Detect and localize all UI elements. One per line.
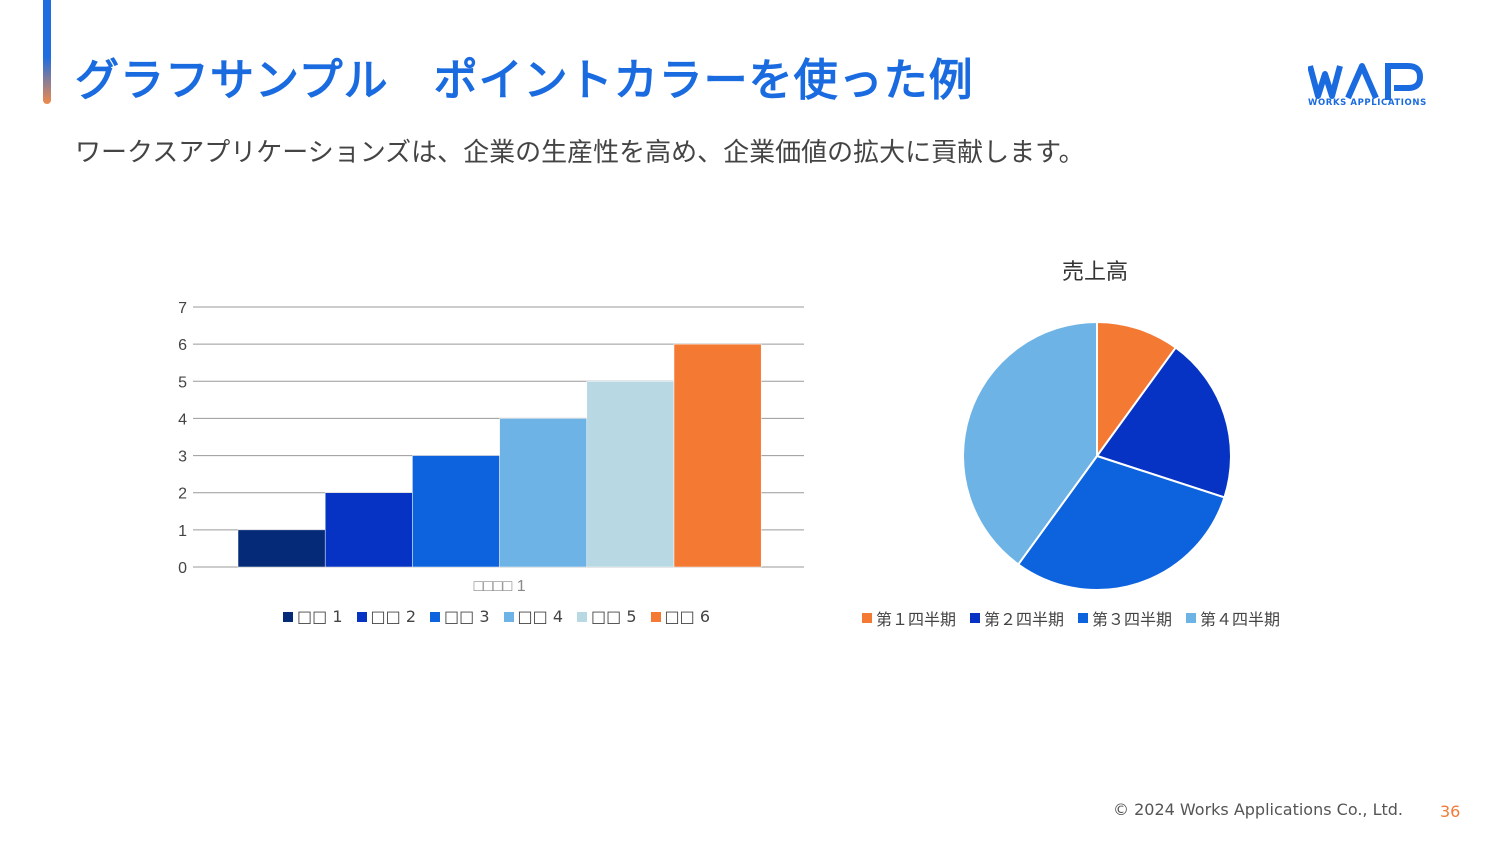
legend-label: □□ 5	[591, 607, 637, 626]
legend-label: □□ 2	[370, 607, 417, 626]
legend-swatch	[1186, 613, 1197, 623]
legend-swatch	[650, 611, 661, 622]
y-tick-label: 3	[178, 449, 187, 466]
legend-swatch	[970, 613, 981, 623]
legend-swatch	[430, 611, 440, 622]
y-tick-label: 0	[178, 560, 187, 577]
legend-item-series-6: □□ 6	[650, 607, 711, 626]
legend-item-series-4: □□ 4	[503, 607, 564, 626]
legend-item-quarter-2: 第２四半期	[970, 606, 1064, 630]
bar-6	[673, 343, 762, 568]
legend-label: □□ 1	[297, 607, 343, 626]
pie-chart-legend: 第１四半期 第２四半期 第３四半期 第４四半期	[862, 606, 1294, 630]
legend-swatch	[283, 611, 293, 622]
page-number: 36	[1440, 802, 1461, 821]
legend-label: □□ 4	[517, 607, 564, 626]
slide-subtitle: ワークスアプリケーションズは、企業の生産性を高め、企業価値の拡大に貢献します。	[75, 138, 1085, 168]
legend-item-series-2: □□ 2	[356, 607, 417, 626]
legend-label: 第４四半期	[1200, 610, 1281, 629]
bar-4	[499, 418, 588, 568]
bar-3	[412, 455, 500, 568]
legend-item-series-3: □□ 3	[430, 607, 490, 626]
y-tick-label: 2	[178, 486, 187, 503]
wap-logo-icon	[1308, 63, 1424, 100]
y-tick-label: 4	[178, 411, 187, 428]
y-tick-label: 6	[178, 337, 187, 354]
bar-5	[586, 381, 675, 568]
legend-label: □□ 3	[444, 607, 490, 626]
legend-swatch	[577, 611, 587, 622]
legend-swatch	[862, 613, 872, 623]
slide-title: グラフサンプル ポイントカラーを使った例	[75, 55, 974, 106]
legend-swatch	[356, 611, 367, 622]
legend-label: □□ 6	[664, 607, 711, 626]
legend-label: 第１四半期	[876, 610, 957, 629]
pie-chart-title: 売上高	[1061, 260, 1128, 285]
legend-item-quarter-3: 第３四半期	[1078, 606, 1172, 630]
legend-swatch	[1078, 613, 1089, 623]
pie-slice-4	[962, 320, 1098, 566]
bar-2	[324, 492, 413, 568]
legend-swatch	[503, 611, 514, 622]
logo-tagline: WORKS APPLICATIONS	[1308, 98, 1427, 108]
y-tick-label: 5	[178, 374, 187, 391]
legend-label: 第３四半期	[1092, 610, 1173, 629]
x-category-label: □□□□ 1	[474, 578, 526, 595]
pie-slice-2	[1095, 346, 1232, 499]
bar-chart-legend: □□ 1 □□ 2 □□ 3 □□ 4 □□ 5 □□ 6	[283, 607, 724, 626]
y-tick-label: 1	[178, 523, 187, 540]
legend-label: 第２四半期	[984, 610, 1065, 629]
title-accent-bar	[43, 0, 51, 104]
legend-item-quarter-1: 第１四半期	[862, 606, 956, 630]
legend-item-quarter-4: 第４四半期	[1186, 606, 1280, 630]
pie-slice-1	[1096, 320, 1178, 460]
legend-item-series-1: □□ 1	[283, 607, 343, 626]
pie-slice-3	[1016, 454, 1226, 591]
copyright-text: © 2024 Works Applications Co., Ltd.	[1113, 800, 1404, 819]
bar-1	[237, 529, 326, 568]
y-tick-label: 7	[178, 300, 187, 317]
legend-item-series-5: □□ 5	[577, 607, 637, 626]
